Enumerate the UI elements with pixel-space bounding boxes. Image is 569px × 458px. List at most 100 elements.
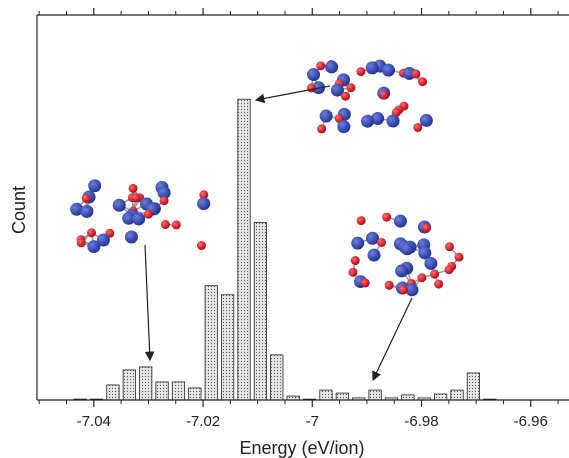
atom <box>88 179 102 193</box>
bar <box>122 369 136 401</box>
atom <box>365 231 379 245</box>
atom <box>430 269 440 279</box>
bar <box>401 394 415 401</box>
bar <box>106 384 120 401</box>
bar <box>188 387 202 401</box>
atom <box>316 61 326 71</box>
atom <box>371 111 385 125</box>
atom <box>307 68 321 82</box>
x-tick-label: -6.98 <box>404 413 438 430</box>
atom <box>400 242 414 256</box>
atom <box>159 196 169 206</box>
atom <box>365 61 379 75</box>
atom <box>317 124 327 134</box>
annotation-arrow <box>372 297 413 382</box>
atom <box>351 236 365 250</box>
bar <box>204 285 218 401</box>
atom <box>96 233 110 247</box>
atom <box>419 113 433 127</box>
atom <box>122 211 136 225</box>
x-tick-label: -6.96 <box>514 413 548 430</box>
atom <box>325 60 339 74</box>
atom <box>70 202 84 216</box>
atom <box>417 273 427 283</box>
atom <box>421 223 431 233</box>
atom <box>386 114 400 128</box>
bar <box>171 381 186 401</box>
atom <box>418 246 432 260</box>
atom <box>199 190 209 200</box>
bar <box>221 294 235 401</box>
plot-area: -7.04 -7.02 -7 -6.98 -6.96 <box>36 8 569 430</box>
atom <box>171 220 181 230</box>
atom <box>411 69 421 79</box>
atom <box>360 278 370 288</box>
atom <box>434 279 444 289</box>
bar <box>237 98 251 401</box>
atom <box>197 197 211 211</box>
atom <box>356 67 366 77</box>
bar <box>270 354 284 401</box>
atom <box>131 193 141 203</box>
atom <box>376 237 386 247</box>
bar <box>450 389 464 401</box>
atom <box>454 252 464 262</box>
atom <box>346 83 356 93</box>
x-tick-label: -7 <box>306 413 319 430</box>
x-tick-label: -7.04 <box>77 413 111 430</box>
atom <box>157 186 171 200</box>
atom <box>382 63 396 77</box>
atom <box>337 120 351 134</box>
structure-image <box>306 59 433 134</box>
atom <box>112 198 126 212</box>
atom <box>444 265 454 275</box>
annotation-arrow <box>254 85 331 104</box>
bar <box>368 389 382 401</box>
bar <box>155 381 169 401</box>
atom <box>356 216 366 226</box>
atom <box>418 77 428 87</box>
atom <box>124 230 138 244</box>
bar <box>335 392 349 401</box>
atom <box>160 220 170 230</box>
atom <box>395 264 409 278</box>
bar <box>253 222 267 401</box>
bar <box>319 389 333 401</box>
atom <box>424 256 438 270</box>
atom <box>87 228 97 238</box>
atom <box>330 83 344 97</box>
bar <box>139 366 153 401</box>
atom <box>196 241 206 251</box>
atom <box>350 256 360 266</box>
bar <box>466 372 481 401</box>
structure-image <box>348 212 464 297</box>
bar <box>434 393 448 401</box>
annotation-arrow <box>144 244 155 362</box>
atom <box>76 238 86 248</box>
atom <box>405 283 419 297</box>
atom <box>379 90 389 100</box>
atom <box>340 91 350 101</box>
atom <box>393 214 407 228</box>
x-tick-label: -7.02 <box>186 413 220 430</box>
y-axis-label: Count <box>9 186 29 234</box>
atom <box>382 212 392 222</box>
atom <box>361 114 375 128</box>
atom <box>80 204 94 218</box>
atom <box>348 267 358 277</box>
structure-images <box>70 59 464 297</box>
atom <box>132 212 146 226</box>
atom <box>444 242 454 252</box>
atom <box>306 83 316 93</box>
atom <box>384 280 394 290</box>
x-axis-label: Energy (eV/ion) <box>239 438 364 458</box>
atom <box>367 248 381 262</box>
atom <box>87 240 101 254</box>
atom <box>413 122 423 132</box>
atom <box>319 109 333 123</box>
atom <box>143 209 153 219</box>
structure-image <box>70 179 211 254</box>
atom <box>81 193 91 203</box>
atom <box>398 285 408 295</box>
